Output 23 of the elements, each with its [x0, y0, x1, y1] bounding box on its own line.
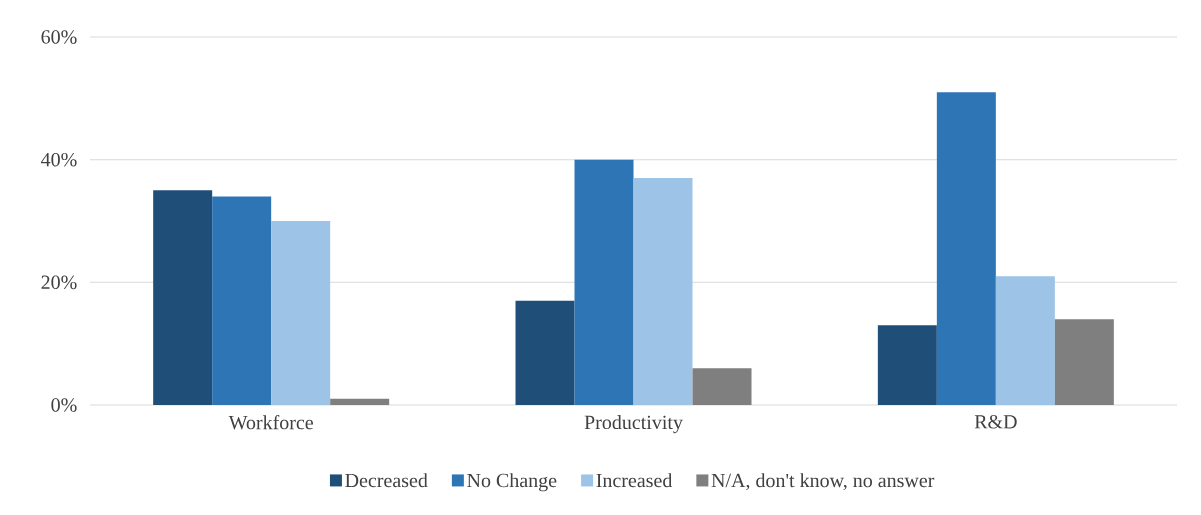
bar [330, 398, 390, 405]
x-tick-label: R&D [974, 415, 1017, 429]
legend-label: No Change [467, 473, 557, 492]
bar [936, 92, 996, 405]
bar [212, 196, 272, 405]
bar [1054, 319, 1114, 405]
y-tick-label: 20% [41, 275, 77, 290]
x-tick-label: Productivity [584, 415, 683, 434]
legend-label: N/A, don't know, no answer [711, 473, 935, 491]
legend-label: Decreased [345, 473, 428, 488]
bar [877, 325, 937, 405]
bar [271, 221, 331, 405]
legend-label: Increased [596, 473, 673, 488]
bar [692, 368, 752, 405]
y-tick-label: 0% [51, 398, 77, 412]
bar [153, 190, 213, 405]
bar [995, 276, 1055, 405]
bar [633, 178, 693, 405]
y-tick-label: 60% [41, 30, 77, 44]
x-tick-label: Workforce [228, 415, 313, 430]
bar [574, 159, 634, 405]
bar [515, 300, 575, 405]
y-tick-label: 40% [41, 152, 77, 167]
